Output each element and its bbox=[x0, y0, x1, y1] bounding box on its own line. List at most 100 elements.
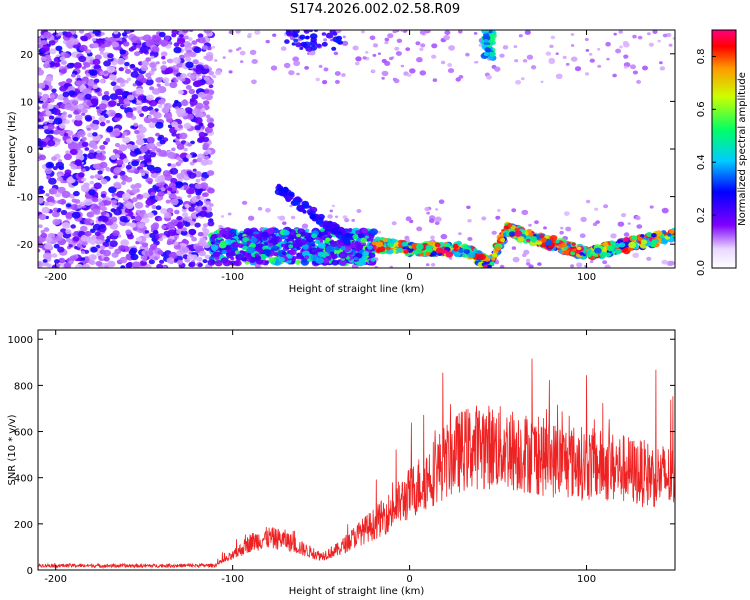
heatmap-cell bbox=[58, 81, 63, 86]
heatmap-cell bbox=[147, 142, 156, 150]
heatmap-cell bbox=[199, 210, 208, 217]
heatmap-cell bbox=[613, 32, 617, 36]
colorbar-tick-label: 0.6 bbox=[696, 101, 707, 117]
heatmap-cell bbox=[114, 116, 121, 122]
heatmap-cell bbox=[352, 45, 359, 51]
heatmap-cell bbox=[128, 47, 135, 52]
heatmap-cell bbox=[189, 220, 196, 226]
heatmap-cell bbox=[65, 238, 72, 243]
heatmap-cell bbox=[38, 82, 46, 89]
heatmap-cell bbox=[84, 218, 93, 226]
heatmap-cell bbox=[315, 257, 324, 264]
heatmap-cell bbox=[185, 85, 192, 90]
heatmap-cell bbox=[161, 67, 166, 71]
heatmap-cell bbox=[94, 231, 101, 236]
heatmap-cell bbox=[293, 60, 301, 67]
heatmap-cell bbox=[83, 198, 93, 206]
heatmap-cell bbox=[106, 127, 113, 133]
heatmap-cell bbox=[188, 30, 194, 33]
heatmap-cell bbox=[272, 252, 279, 256]
heatmap-cell bbox=[294, 260, 301, 265]
heatmap-cell bbox=[118, 153, 127, 160]
heatmap-cell bbox=[40, 230, 45, 234]
heatmap-cell bbox=[88, 259, 95, 265]
heatmap-cell bbox=[415, 41, 421, 46]
heatmap-cell bbox=[381, 76, 385, 80]
heatmap-cell bbox=[122, 131, 128, 136]
heatmap-cell bbox=[623, 54, 629, 59]
heatmap-cell bbox=[453, 251, 461, 258]
heatmap-cell bbox=[392, 30, 397, 34]
heatmap-cell bbox=[195, 109, 200, 114]
heatmap-cell bbox=[77, 104, 84, 110]
heatmap-cell bbox=[332, 254, 338, 259]
heatmap-cell bbox=[623, 237, 630, 242]
heatmap-cell bbox=[614, 248, 622, 255]
heatmap-cell bbox=[654, 230, 663, 237]
heatmap-cell bbox=[579, 252, 584, 256]
heatmap-cell bbox=[137, 95, 144, 101]
heatmap-cell bbox=[270, 65, 278, 71]
heatmap-cell bbox=[537, 262, 542, 266]
heatmap-cell bbox=[142, 217, 150, 224]
heatmap-cell bbox=[489, 51, 497, 57]
heatmap-cell bbox=[330, 251, 335, 255]
heatmap-cell bbox=[408, 242, 413, 246]
heatmap-cell bbox=[528, 264, 534, 268]
heatmap-cell bbox=[632, 70, 639, 75]
heatmap-cell bbox=[563, 211, 570, 217]
heatmap-cell bbox=[125, 229, 132, 235]
heatmap-cell bbox=[220, 241, 227, 248]
heatmap-cell bbox=[264, 242, 269, 246]
heatmap-cell bbox=[170, 163, 177, 169]
heatmap-cell bbox=[325, 237, 331, 242]
heatmap-cell bbox=[590, 255, 595, 260]
heatmap-cell bbox=[315, 219, 324, 225]
heatmap-cell bbox=[332, 32, 338, 36]
heatmap-cell bbox=[221, 249, 227, 255]
heatmap-cell bbox=[182, 30, 189, 33]
heatmap-cell bbox=[511, 208, 517, 213]
heatmap-cell bbox=[126, 77, 132, 82]
heatmap-cell bbox=[78, 172, 85, 178]
heatmap-cell bbox=[157, 190, 165, 197]
heatmap-cell bbox=[141, 60, 150, 67]
heatmap-cell bbox=[520, 77, 525, 81]
heatmap-cell bbox=[45, 193, 50, 197]
heatmap-cell bbox=[358, 233, 365, 239]
heatmap-cell bbox=[210, 244, 219, 251]
heatmap-cell bbox=[59, 56, 66, 61]
heatmap-cell bbox=[99, 245, 106, 250]
heatmap-cell bbox=[41, 45, 50, 52]
heatmap-cell bbox=[249, 243, 256, 248]
heatmap-cell bbox=[499, 264, 505, 268]
heatmap-cell bbox=[179, 132, 188, 140]
heatmap-cell bbox=[67, 114, 73, 118]
heatmap-cell bbox=[599, 251, 607, 258]
heatmap-cell bbox=[238, 47, 242, 50]
heatmap-cell bbox=[214, 59, 218, 62]
heatmap-cell bbox=[385, 246, 391, 251]
heatmap-cell bbox=[549, 44, 554, 48]
heatmap-cell bbox=[330, 228, 338, 235]
heatmap-cell bbox=[139, 163, 145, 168]
heatmap-cell bbox=[183, 216, 189, 222]
heatmap-cell bbox=[239, 250, 245, 254]
heatmap-cell bbox=[500, 238, 505, 242]
heatmap-cell bbox=[131, 107, 137, 111]
heatmap-cell bbox=[338, 251, 348, 259]
heatmap-cell bbox=[327, 214, 333, 219]
heatmap-cell bbox=[432, 78, 438, 82]
heatmap-cell bbox=[249, 49, 257, 56]
heatmap-cell bbox=[466, 205, 471, 209]
heatmap-cell bbox=[318, 64, 323, 68]
heatmap-cell bbox=[463, 245, 468, 249]
heatmap-cell bbox=[511, 246, 517, 250]
heatmap-cell bbox=[92, 42, 99, 49]
heatmap-cell bbox=[40, 56, 47, 62]
heatmap-cell bbox=[189, 75, 196, 80]
heatmap-cell bbox=[77, 165, 82, 170]
heatmap-cell bbox=[71, 211, 81, 219]
heatmap-cell bbox=[560, 226, 564, 230]
heatmap-cell bbox=[72, 100, 79, 106]
